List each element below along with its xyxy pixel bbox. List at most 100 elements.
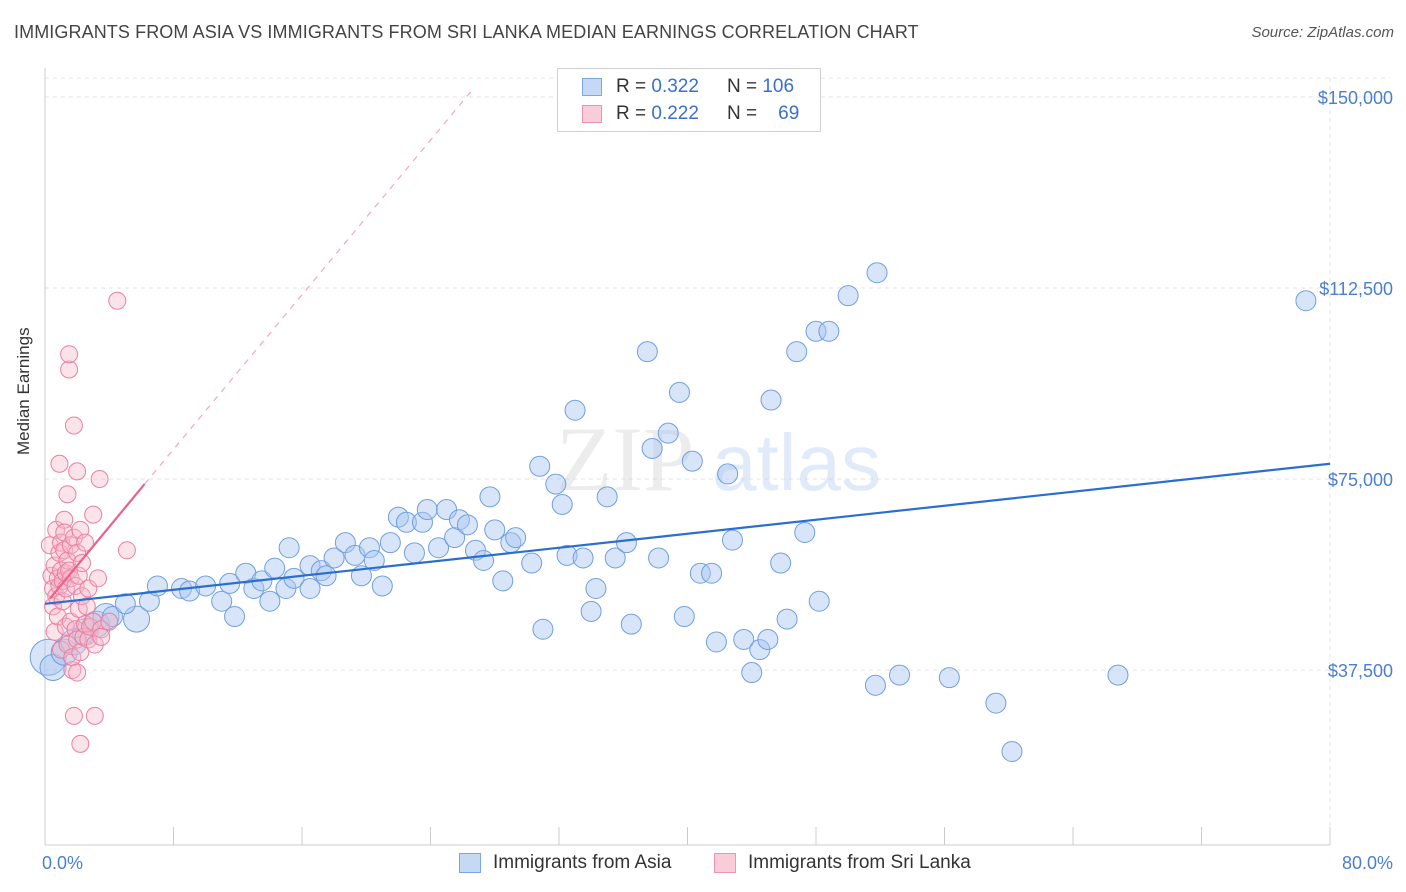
asia-point-19	[243, 578, 265, 600]
lanka-point-59	[85, 706, 104, 725]
asia-point-21	[259, 590, 281, 612]
asia-point-82	[741, 662, 763, 684]
series-label-lanka: Immigrants from Sri Lanka	[748, 852, 971, 873]
asia-point-64	[585, 578, 607, 600]
asia-point-86	[770, 552, 792, 574]
asia-point-75	[681, 450, 703, 472]
lanka-point-48	[72, 554, 91, 573]
asia-point-88	[786, 341, 808, 363]
legend-n-value-asia: 106	[762, 76, 795, 97]
asia-point-95	[864, 674, 886, 696]
asia-point-84	[757, 628, 779, 650]
series-legend-lanka[interactable]: Immigrants from Sri Lanka	[714, 852, 971, 874]
series-legend-asia[interactable]: Immigrants from Asia	[459, 852, 671, 874]
x-tick-label-1: 80.0%	[1342, 853, 1393, 873]
asia-point-13	[179, 580, 201, 602]
correlation-legend: R = 0.322 N = 106 R = 0.222 N = 69	[557, 68, 821, 132]
asia-point-73	[668, 381, 690, 403]
x-tick-label-0: 0.0%	[42, 853, 83, 873]
asia-point-50	[479, 486, 501, 508]
asia-point-1	[39, 653, 67, 681]
asia-point-9	[114, 593, 136, 615]
asia-point-17	[224, 606, 246, 628]
lanka-point-66	[108, 291, 127, 310]
asia-point-37	[379, 532, 401, 554]
lanka-point-67	[117, 541, 136, 560]
asia-point-97	[938, 667, 960, 689]
asia-point-57	[532, 618, 554, 640]
series-swatch-lanka	[714, 853, 736, 873]
asia-point-49	[473, 549, 495, 571]
asia-point-58	[545, 473, 567, 495]
asia-point-68	[620, 613, 642, 635]
asia-point-30	[323, 547, 345, 569]
watermark-atlas: atlas	[712, 418, 881, 507]
lanka-point-39	[68, 462, 87, 481]
chart-title: IMMIGRANTS FROM ASIA VS IMMIGRANTS FROM …	[14, 22, 919, 42]
lanka-point-68	[50, 454, 69, 473]
lanka-point-23	[58, 485, 77, 504]
lanka-point-61	[89, 569, 108, 588]
y-tick-labels: $37,500 $75,000 $112,500 $150,000	[1318, 88, 1393, 681]
legend-r-label: R =	[616, 76, 647, 97]
asia-point-52	[492, 570, 514, 592]
asia-point-65	[596, 486, 618, 508]
asia-point-94	[866, 262, 888, 284]
lanka-point-26	[60, 360, 79, 379]
source-note: Source: ZipAtlas.com	[1251, 24, 1394, 41]
points-immigrants-from-sri-lanka	[40, 291, 136, 753]
points-immigrants-from-asia	[29, 262, 1317, 762]
lanka-point-35	[64, 416, 83, 435]
x-tick-labels: 0.0% 80.0%	[42, 853, 1393, 873]
asia-point-36	[371, 575, 393, 597]
asia-point-72	[657, 422, 679, 444]
lanka-point-46	[71, 643, 90, 662]
asia-point-81	[733, 628, 755, 650]
y-tick-label-2: $112,500	[1319, 279, 1393, 299]
asia-point-35	[363, 549, 385, 571]
asia-point-47	[456, 514, 478, 536]
asia-point-71	[648, 547, 670, 569]
asia-point-39	[395, 511, 417, 533]
asia-point-76	[689, 562, 711, 584]
lanka-point-53	[77, 597, 96, 616]
legend-r-value-lanka: 0.222	[651, 103, 699, 124]
asia-point-59	[551, 493, 573, 515]
asia-point-92	[808, 590, 830, 612]
asia-point-89	[794, 521, 816, 543]
legend-n-label: N =	[726, 76, 758, 97]
trend-line-lanka-extension	[144, 91, 472, 485]
lanka-point-56	[80, 617, 99, 636]
asia-point-40	[403, 542, 425, 564]
asia-point-42	[416, 499, 438, 521]
legend-n-value-lanka: 69	[778, 103, 800, 124]
asia-point-41	[411, 511, 433, 533]
asia-point-44	[436, 499, 458, 521]
asia-point-22	[264, 557, 286, 579]
lanka-point-60	[85, 635, 104, 654]
asia-point-70	[641, 437, 663, 459]
lanka-point-34	[64, 706, 83, 725]
asia-point-80	[721, 529, 743, 551]
lanka-point-64	[92, 627, 111, 646]
series-legend: Immigrants from Asia Immigrants from Sri…	[0, 852, 1406, 876]
asia-point-69	[636, 341, 658, 363]
asia-point-55	[521, 552, 543, 574]
watermark: ZIP atlas	[556, 408, 881, 510]
asia-point-79	[717, 463, 739, 485]
lanka-point-62	[90, 470, 109, 488]
asia-point-96	[889, 664, 911, 686]
y-tick-label-1: $75,000	[1328, 470, 1393, 490]
asia-point-90	[805, 320, 827, 342]
asia-point-101	[1295, 290, 1317, 312]
asia-point-78	[705, 631, 727, 653]
asia-point-46	[448, 509, 470, 531]
legend-swatch-asia	[582, 78, 602, 96]
lanka-point-36	[64, 528, 83, 547]
asia-point-0	[29, 638, 67, 676]
asia-point-51	[484, 519, 506, 541]
asia-point-66	[604, 547, 626, 569]
asia-point-77	[701, 562, 723, 584]
asia-point-63	[580, 600, 602, 622]
asia-point-45	[444, 527, 466, 549]
